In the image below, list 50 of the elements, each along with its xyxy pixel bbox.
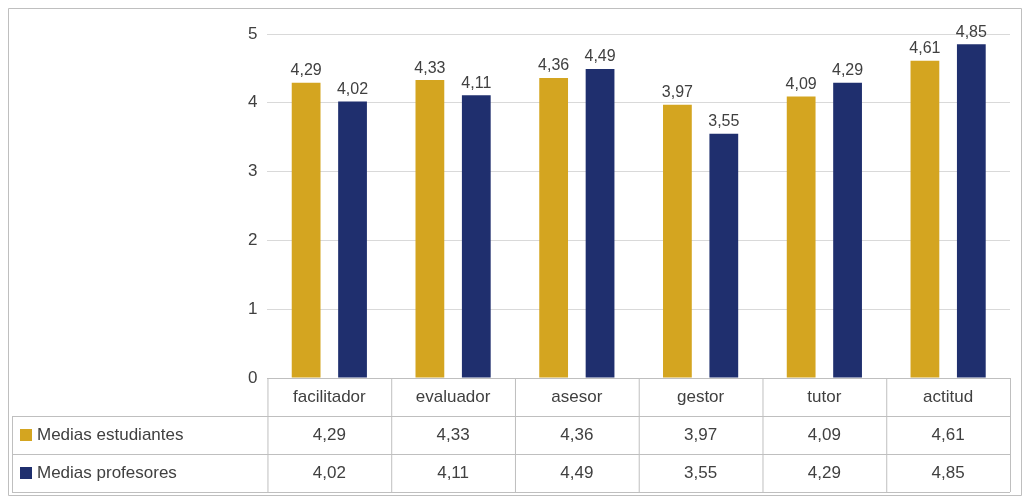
x-tick-label: gestor <box>676 386 725 406</box>
bar <box>461 95 491 378</box>
bar <box>786 96 816 378</box>
data-label: 4,29 <box>312 424 346 444</box>
text: 3,97 <box>661 83 693 101</box>
text: 4,61 <box>909 39 941 57</box>
y-tick-label: 1 <box>247 298 258 318</box>
data-label: 4,11 <box>437 462 470 482</box>
data-label: 4,49 <box>560 462 594 482</box>
y-tick-label: 5 <box>247 23 258 43</box>
bar <box>338 101 367 378</box>
bar <box>415 80 445 378</box>
x-tick-label: asesor <box>551 386 603 406</box>
data-label: 4,36 <box>560 424 594 444</box>
text: 4,85 <box>955 22 987 40</box>
text: 4,02 <box>336 79 369 97</box>
data-label: 4,02 <box>312 462 346 482</box>
text: 3,55 <box>708 112 740 130</box>
data-label: 4,33 <box>436 424 470 444</box>
text: 4,29 <box>290 61 322 79</box>
data-label: 4,85 <box>931 462 965 482</box>
y-tick-label: 3 <box>247 161 258 181</box>
data-label: 4,09 <box>807 424 841 444</box>
legend-label: Medias estudiantes <box>37 424 184 444</box>
text: 4,49 <box>584 47 616 65</box>
x-tick-label: actitud <box>923 386 974 406</box>
x-tick-label: facilitador <box>292 386 367 406</box>
bar <box>956 44 986 378</box>
bar <box>291 82 321 378</box>
y-tick-label: 0 <box>247 367 258 387</box>
text: 4,36 <box>538 56 570 74</box>
text: 4,29 <box>832 61 864 79</box>
bar <box>910 60 940 378</box>
text: 4,09 <box>785 75 817 93</box>
legend-label: Medias profesores <box>37 462 177 482</box>
bar <box>539 78 569 378</box>
x-tick-label: tutor <box>807 386 842 406</box>
y-tick-label: 4 <box>247 92 258 112</box>
x-tick-label: evaluador <box>415 386 491 406</box>
bar <box>833 82 862 378</box>
data-label: 4,61 <box>931 424 965 444</box>
bar <box>709 133 739 378</box>
text: 4,33 <box>414 58 446 76</box>
data-label: 3,55 <box>684 462 718 482</box>
bar <box>663 104 692 378</box>
data-label: 4,29 <box>807 462 841 482</box>
text: 4,11 <box>461 73 492 91</box>
bar <box>585 69 615 378</box>
y-tick-label: 2 <box>247 230 258 250</box>
data-label: 3,97 <box>684 424 718 444</box>
